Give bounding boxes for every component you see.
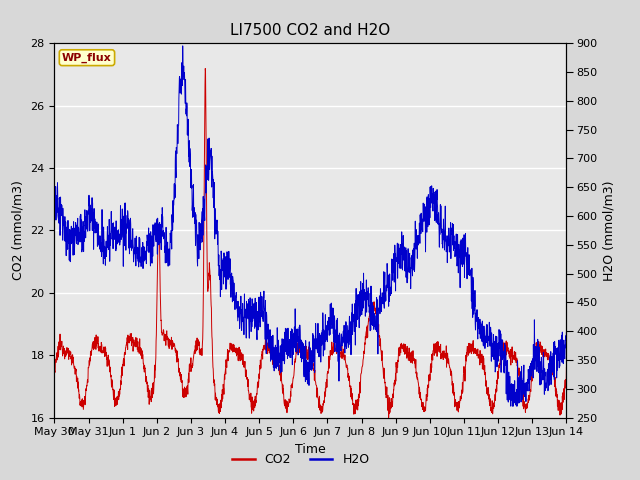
Title: LI7500 CO2 and H2O: LI7500 CO2 and H2O bbox=[230, 23, 390, 38]
Y-axis label: CO2 (mmol/m3): CO2 (mmol/m3) bbox=[12, 180, 25, 280]
X-axis label: Time: Time bbox=[295, 443, 326, 456]
Text: WP_flux: WP_flux bbox=[62, 53, 112, 63]
Y-axis label: H2O (mmol/m3): H2O (mmol/m3) bbox=[603, 180, 616, 281]
Legend: CO2, H2O: CO2, H2O bbox=[227, 448, 374, 471]
